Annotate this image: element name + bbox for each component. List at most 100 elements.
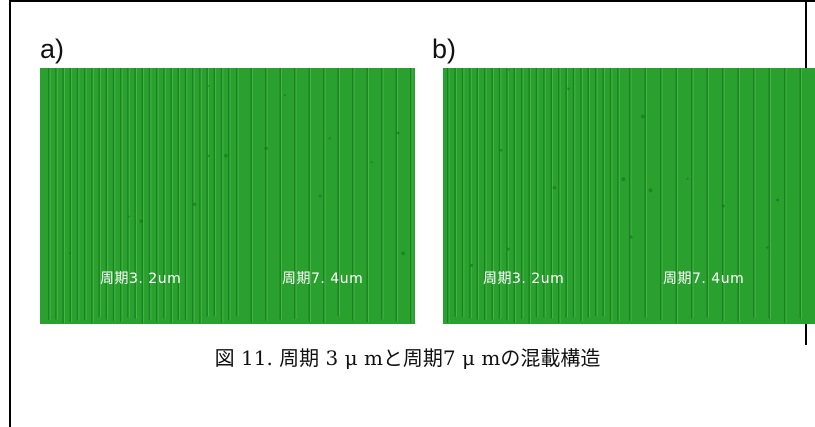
grating-ridge-highlight	[537, 68, 539, 318]
grating-ridge	[484, 68, 486, 320]
grating-ridge-highlight	[470, 68, 472, 319]
grating-ridge	[587, 68, 589, 318]
surface-defect	[193, 202, 197, 206]
grating-ridge-highlight	[604, 68, 605, 317]
grating-ridge-highlight	[85, 68, 87, 320]
grating-ridge-highlight	[208, 68, 209, 317]
grating-ridge-highlight	[708, 68, 709, 318]
grating-ridge-highlight	[770, 68, 771, 319]
grating-ridge-highlight	[589, 68, 591, 318]
grating-ridge-highlight	[339, 68, 340, 317]
grating-ridge	[513, 68, 515, 324]
grating-ridge-highlight	[456, 68, 457, 317]
surface-defect	[686, 177, 689, 180]
grating-ridge-highlight	[530, 68, 531, 324]
grating-ridge-highlight	[677, 68, 678, 324]
frame-border-left	[9, 0, 11, 427]
grating-ridge	[609, 68, 612, 322]
grating-ridge	[543, 68, 545, 318]
grating-ridge	[498, 68, 501, 319]
grating-ridge	[250, 68, 252, 323]
grating-ridge	[753, 68, 755, 319]
grating-ridge	[112, 68, 115, 321]
grating-ridge-highlight	[611, 68, 613, 322]
grating-ridge-highlight	[500, 68, 502, 319]
grating-ridge-highlight	[252, 68, 253, 323]
grating-ridge-highlight	[215, 68, 217, 317]
figure-caption: 図 11. 周期 3 μ mと周期7 μ mの混載構造	[214, 346, 601, 370]
grating-ridge-highlight	[646, 68, 647, 318]
grating-ridge	[141, 68, 143, 324]
grating-ridge-highlight	[107, 68, 109, 320]
grating-ridge	[206, 68, 208, 317]
panel-a-grating-image	[48, 68, 413, 324]
grating-ridge	[352, 68, 354, 321]
grating-ridge	[580, 68, 582, 322]
surface-defect	[621, 177, 626, 182]
grating-ridge-highlight	[507, 68, 509, 321]
grating-ridge	[148, 68, 151, 321]
grating-ridge	[308, 68, 310, 322]
grating-ridge-highlight	[382, 68, 384, 320]
surface-defect	[506, 247, 510, 251]
grating-ridge-highlight	[229, 68, 231, 321]
surface-defect	[765, 246, 769, 249]
grating-ridge-highlight	[172, 68, 173, 323]
surface-defect	[139, 219, 144, 224]
grating-ridge-highlight	[121, 68, 123, 322]
grating-ridge-highlight	[801, 68, 802, 319]
surface-defect	[629, 235, 633, 239]
grating-ridge	[595, 68, 597, 317]
frame-border-top	[9, 0, 815, 2]
grating-ridge-highlight	[574, 68, 576, 318]
grating-ridge	[629, 68, 631, 321]
grating-ridge	[476, 68, 478, 320]
surface-defect	[207, 154, 211, 157]
grating-ridge-highlight	[552, 68, 554, 319]
panel-b-label: b)	[432, 34, 457, 64]
grating-ridge-highlight	[295, 68, 297, 319]
grating-ridge	[737, 68, 739, 322]
grating-ridge-highlight	[150, 68, 152, 321]
grating-ridge-highlight	[692, 68, 694, 319]
surface-defect	[318, 194, 322, 198]
grating-ridge	[469, 68, 471, 319]
surface-defect	[567, 87, 570, 91]
grating-ridge-highlight	[49, 68, 51, 321]
grating-ridge-highlight	[353, 68, 355, 321]
grating-ridge	[506, 68, 508, 321]
grating-ridge	[660, 68, 662, 320]
grating-ridge	[454, 68, 456, 317]
surface-defect	[776, 198, 780, 202]
grating-ridge	[134, 68, 136, 319]
grating-ridge	[177, 68, 179, 320]
grating-ridge	[279, 68, 281, 320]
grating-ridge-highlight	[179, 68, 181, 320]
grating-ridge-highlight	[143, 68, 145, 324]
grating-ridge	[706, 68, 708, 318]
grating-ridge-highlight	[478, 68, 480, 320]
panel-b-period-3-label: 周期3. 2um	[483, 271, 565, 287]
grating-ridge-highlight	[222, 68, 224, 324]
surface-defect	[224, 153, 228, 158]
surface-defect	[370, 161, 373, 164]
grating-ridge	[127, 68, 129, 318]
surface-defect	[396, 131, 400, 135]
grating-ridge-highlight	[544, 68, 546, 318]
grating-ridge-highlight	[186, 68, 188, 321]
grating-ridge-highlight	[493, 68, 494, 320]
grating-ridge-highlight	[56, 68, 58, 320]
surface-defect	[499, 149, 503, 152]
grating-ridge	[156, 68, 158, 323]
grating-ridge	[535, 68, 538, 318]
panel-a-period-7-label: 周期7. 4um	[282, 271, 364, 287]
grating-ridge	[447, 68, 449, 323]
grating-ridge	[491, 68, 493, 320]
grating-ridge	[170, 68, 172, 323]
grating-ridge	[602, 68, 604, 317]
grating-ridge-highlight	[522, 68, 524, 320]
grating-ridge	[528, 68, 530, 324]
grating-ridge-highlight	[281, 68, 282, 320]
grating-ridge	[55, 68, 57, 320]
grating-ridge-highlight	[200, 68, 202, 324]
